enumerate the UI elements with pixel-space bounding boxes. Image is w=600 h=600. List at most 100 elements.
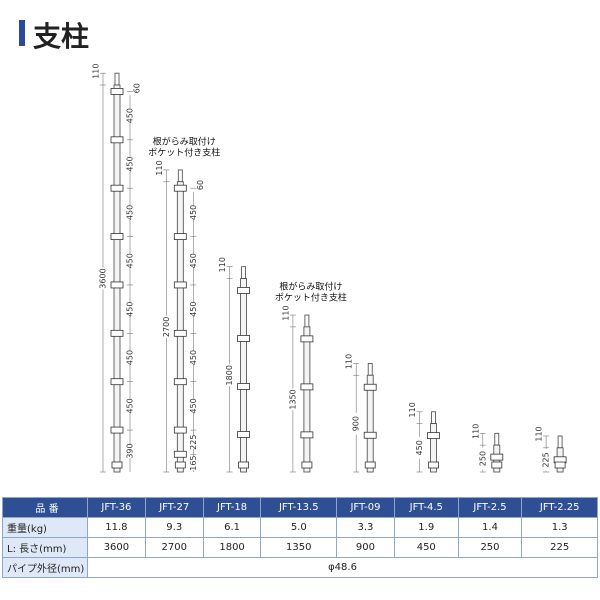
title: 支柱 (33, 20, 90, 53)
label-bg (225, 364, 234, 387)
header-cell: JFT-13.5 (260, 497, 338, 518)
segment-length: 390 (126, 443, 135, 458)
segment-length: 450 (189, 205, 198, 220)
label-bg (126, 253, 134, 268)
top-length: 110 (92, 64, 101, 79)
cell: 1350 (260, 537, 338, 558)
cell: 1800 (202, 537, 262, 558)
bracket (237, 431, 251, 438)
bracket (110, 281, 124, 289)
bracket (110, 378, 124, 386)
header-cell: JFT-18 (202, 497, 262, 518)
header-cell: JFT-36 (87, 497, 146, 518)
base-plate (238, 461, 250, 469)
cell: 11.8 (87, 517, 146, 538)
label-bg (288, 388, 297, 411)
bracket (363, 431, 377, 439)
spigot (114, 72, 120, 86)
base-plate (301, 461, 313, 469)
label-bg (162, 315, 171, 338)
cell: 1.9 (393, 517, 459, 538)
label-bg (189, 398, 198, 413)
row: パイプ外径(mm) φ48.6 (2, 557, 598, 578)
label-bg (542, 448, 551, 471)
cell: 3600 (87, 537, 146, 558)
label-bg (189, 177, 198, 192)
spigot (367, 363, 373, 376)
annotation: 根がらみ取付け (279, 281, 342, 293)
top-length: 110 (281, 305, 290, 320)
bracket (173, 450, 187, 458)
header-cell: JFT-09 (336, 497, 395, 518)
total-length: 450 (415, 440, 424, 455)
cell: 450 (393, 537, 459, 558)
segment-length: 450 (189, 398, 198, 413)
segment-length: 450 (126, 108, 135, 123)
spigot (304, 314, 310, 328)
bracket (490, 453, 504, 461)
segment-length: 450 (126, 398, 135, 413)
header-cell: JFT-2.5 (457, 497, 523, 518)
label-bg (189, 253, 198, 268)
cell: 2700 (144, 537, 204, 558)
cell: φ48.6 (87, 557, 598, 578)
total-length: 225 (542, 452, 551, 467)
segment-length: 165 (189, 455, 198, 470)
segment-length: 450 (126, 301, 135, 316)
total-length: 250 (478, 451, 487, 466)
top-length: 110 (471, 424, 480, 439)
bracket (237, 287, 251, 294)
bracket (173, 426, 187, 434)
bracket (110, 88, 124, 95)
bracket (173, 329, 187, 337)
bracket (173, 233, 187, 240)
segment-length: 450 (126, 156, 135, 171)
pipe (240, 278, 248, 473)
base-plate (554, 461, 566, 469)
header-cell: JFT-4.5 (393, 497, 459, 518)
title-bar (19, 20, 25, 46)
label-bg (126, 350, 134, 365)
row-label: L: 長さ(mm) (2, 537, 88, 558)
label-bg (189, 435, 198, 450)
bracket (110, 329, 124, 337)
segment-length: 450 (126, 205, 135, 220)
annotation: ポケット付き支柱 (148, 146, 220, 158)
base-plate (491, 461, 503, 469)
pipe (430, 423, 437, 473)
bracket (110, 184, 124, 192)
bracket (363, 383, 377, 391)
total-length: 900 (352, 416, 361, 431)
header-row: 品 番 JFT-36 JFT-27 JFT-18 JFT-13.5 JFT-09 JFT-4… (2, 497, 598, 518)
segment-length: 450 (189, 253, 198, 268)
label-bg (415, 436, 424, 459)
row-label: パイプ外径(mm) (2, 557, 88, 578)
base-plate (174, 461, 186, 469)
segment-length: 450 (126, 350, 135, 365)
bracket (173, 378, 187, 386)
row-label: 重量(kg) (2, 517, 88, 538)
spigot (177, 169, 183, 183)
spigot (494, 432, 500, 446)
top-length: 110 (345, 354, 354, 369)
base-plate (428, 461, 439, 469)
pipe (113, 84, 121, 473)
bracket (427, 432, 440, 440)
top-length: 110 (155, 160, 164, 175)
segment-length: 60 (196, 180, 205, 190)
label-bg (99, 267, 107, 290)
total-length: 1800 (225, 365, 234, 385)
label-bg (126, 444, 134, 459)
total-length: 1350 (288, 389, 297, 409)
bracket (300, 335, 314, 343)
label-bg (189, 456, 198, 471)
bracket (110, 233, 124, 240)
top-length: 110 (408, 402, 417, 417)
label-bg (189, 350, 198, 365)
segment-length: 225 (189, 435, 198, 450)
cell: 1.3 (521, 517, 598, 538)
cell: 1.4 (457, 517, 523, 538)
label-bg (126, 108, 134, 123)
spigot (557, 435, 563, 449)
